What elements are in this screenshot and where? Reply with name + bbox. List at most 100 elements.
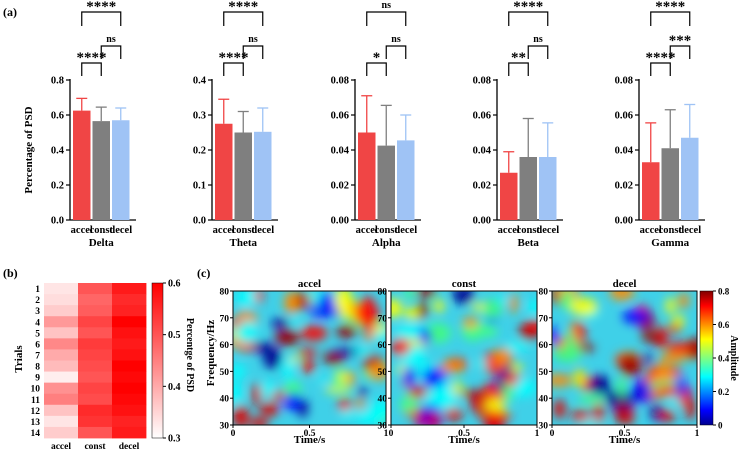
significance-label: ** [511,50,526,66]
tf-x-tick-label: 0 [231,429,236,439]
tf-colorbar-tick-label: 0.6 [718,320,730,330]
tf-amplitude-blob [452,380,462,396]
tf-amplitude-blob [274,328,299,347]
tf-amplitude-blob [367,361,386,381]
tf-amplitude-blob [317,376,328,383]
tf-y-tick-label: 60 [378,341,388,351]
significance-bracket [650,62,671,76]
trial-label: 12 [31,407,41,417]
bar-accel [642,162,660,220]
tf-amplitude-blob [443,394,457,409]
colorbar-tick-label: 0.5 [168,330,181,341]
tf-amplitude-blob [422,367,447,387]
y-tick-label: 0.3 [193,111,206,122]
tf-amplitude-blob [399,396,418,413]
band-label: Beta [518,237,540,249]
tf-amplitude-blob [577,394,606,403]
x-tick-label: decel [251,225,274,236]
band-label: Delta [89,237,115,249]
heatmap-cell [44,382,79,395]
y-tick-label: 0.08 [331,76,349,87]
significance-label: *** [669,33,692,49]
trial-label: 8 [35,363,40,373]
tf-y-tick-label: 40 [539,395,549,405]
tf-amplitude-blob [335,372,351,381]
bar-const [92,121,110,220]
heatmap-cell [112,382,147,395]
tf-amplitude-blob [249,417,269,425]
y-tick-label: 0.2 [193,146,206,157]
heatmap-cell [112,349,147,361]
tf-y-tick-label: 70 [539,314,549,324]
heatmap-cell [44,327,79,339]
y-tick-label: 0.1 [193,181,206,192]
tf-amplitude-blob [283,357,293,382]
tf-amplitude-blob [235,320,258,344]
colorbar-tick-label: 0.3 [168,434,181,445]
tf-amplitude-blob [339,411,357,419]
significance-label: **** [655,0,685,15]
tf-amplitude-blob [233,320,243,328]
tf-y-tick-label: 40 [378,395,388,405]
tf-amplitude-blob [622,417,634,425]
tf-colorbar-tick-label: 0.2 [718,387,730,397]
tf-map-decel: decel 30 40 50 60 70 80 0 0.5 1 Time/s [539,278,700,446]
heatmap-cell [44,316,79,328]
tf-map-title: decel [613,278,637,290]
tf-amplitude-blob [509,293,518,314]
significance-bracket [527,45,549,59]
significance-label: **** [513,0,543,15]
band-label: Gamma [651,237,689,249]
tf-colorbar [699,290,714,426]
y-tick-label: 0.00 [615,216,633,227]
tf-amplitude-blob [391,298,403,319]
tf-amplitude-blob [493,347,513,367]
tf-amplitude-blob [659,352,686,364]
tf-x-axis-label: Time/s [609,434,641,446]
heatmap-cell [78,294,113,306]
significance-bracket [223,62,244,76]
y-tick-label: 0.02 [331,181,349,192]
y-tick-label: 0.06 [615,111,633,122]
heatmap-cell [78,382,113,395]
tf-amplitude-blob [270,318,290,329]
tf-amplitude-blob [495,372,505,394]
tf-map-title: const [452,278,477,290]
trial-label: 11 [31,396,40,406]
tf-amplitude-blob [573,322,586,344]
significance-bracket [650,11,691,26]
tf-amplitude-blob [641,332,665,344]
panel-label-b: (b) [3,266,18,280]
tf-amplitude-blob [570,298,598,316]
trial-label: 14 [31,429,41,439]
tf-amplitude-blob [657,385,678,394]
tf-colorbar-label: Amplitude [728,335,739,381]
tf-amplitude-blob [527,299,537,313]
tf-amplitude-blob [395,324,422,341]
y-tick-label: 0.02 [615,181,633,192]
tf-colorbar-tick-label: 0.4 [718,354,730,364]
tf-amplitude-blob [356,411,381,425]
tf-amplitude-blob [301,359,315,374]
tf-amplitude-blob [618,400,627,422]
tf-amplitude-blob [283,393,302,411]
y-tick-label: 0.8 [51,76,64,87]
tf-amplitude-blob [470,394,489,413]
significance-bracket [385,45,407,59]
tf-y-tick-label: 30 [539,422,549,432]
tf-amplitude-blob [251,383,262,406]
significance-bracket [366,62,387,76]
heatmap-cell [78,327,113,339]
bar-accel [358,132,376,220]
tf-y-tick-label: 80 [220,288,230,298]
heatmap-x-label: const [84,442,106,452]
x-tick-label: decel [536,225,559,236]
significance-label: **** [77,50,107,66]
tf-amplitude-blob [588,375,611,395]
heatmap-cell [112,283,147,295]
x-tick-label: const [232,225,256,236]
trial-label: 7 [35,351,40,361]
trial-label: 13 [31,418,41,428]
tf-amplitude-blob [300,325,328,341]
